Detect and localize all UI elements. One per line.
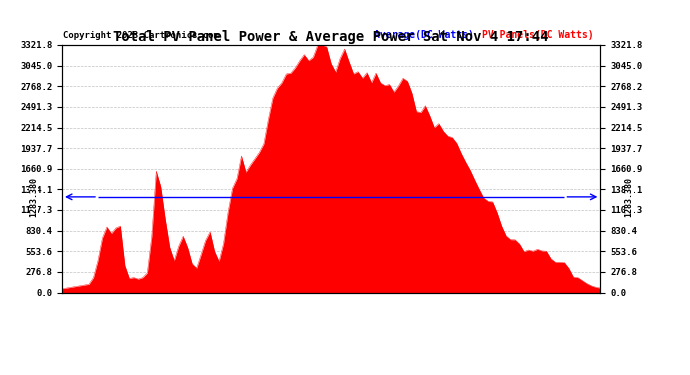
Text: 1283.380: 1283.380 bbox=[29, 177, 38, 217]
Text: Average(DC Watts): Average(DC Watts) bbox=[374, 30, 474, 40]
Title: Total PV Panel Power & Average Power Sat Nov 4 17:44: Total PV Panel Power & Average Power Sat… bbox=[113, 30, 549, 44]
Text: PV Panels(DC Watts): PV Panels(DC Watts) bbox=[482, 30, 593, 40]
Text: Copyright 2023 Cartronics.com: Copyright 2023 Cartronics.com bbox=[63, 31, 219, 40]
Text: 1283.380: 1283.380 bbox=[624, 177, 633, 217]
